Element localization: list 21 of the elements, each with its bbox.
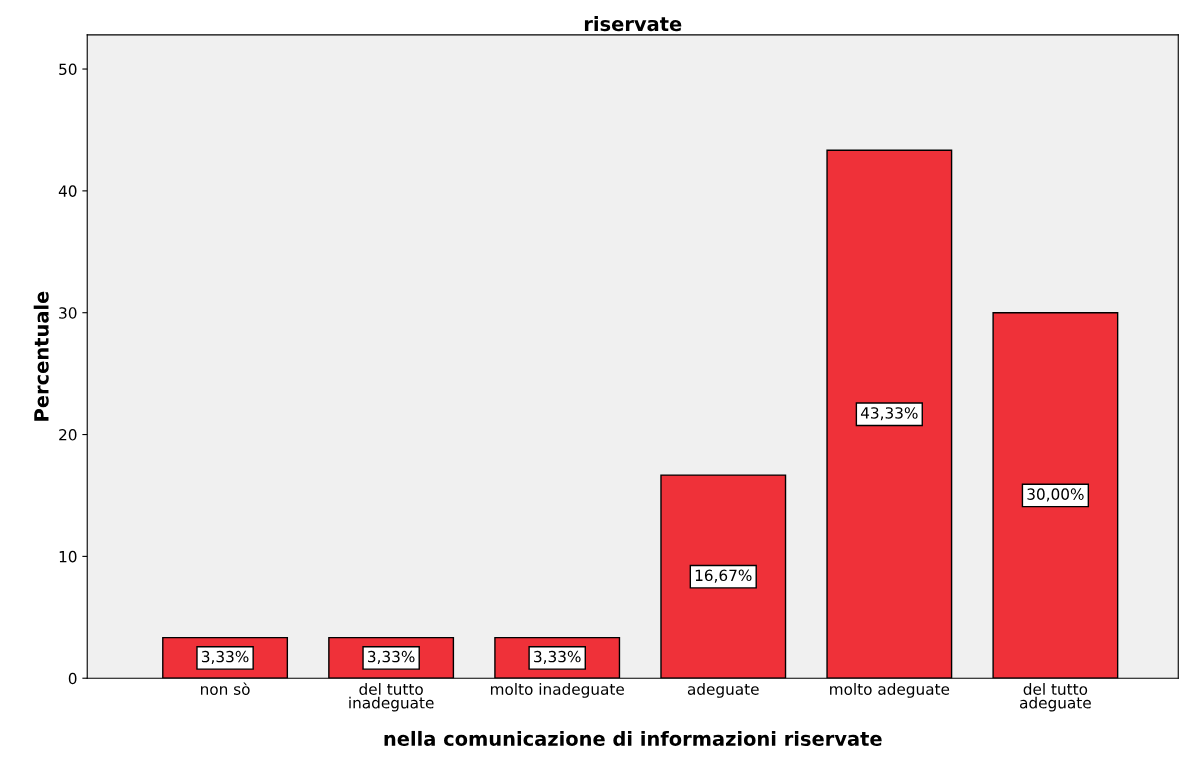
- y-tick-label: 30: [59, 307, 77, 319]
- data-label: 3,33%: [534, 650, 581, 664]
- data-label: 16,67%: [695, 569, 752, 583]
- x-tick-label: del tutto adeguate: [1020, 683, 1091, 712]
- data-label: 3,33%: [368, 650, 415, 664]
- y-axis-title: Percentuale: [33, 291, 49, 421]
- x-axis-title: nella comunicazione di informazioni riservate: [384, 730, 882, 746]
- x-tick-label: molto adeguate: [830, 683, 950, 698]
- y-tick-label: 0: [68, 672, 77, 685]
- y-tick-label: 20: [59, 429, 77, 441]
- data-label: 30,00%: [1027, 488, 1084, 502]
- x-tick-label: del tutto inadeguate: [349, 683, 434, 712]
- chart-title: riservate: [584, 16, 682, 32]
- y-tick-label: 40: [58, 185, 77, 197]
- x-tick-label: adeguate: [687, 683, 759, 698]
- y-tick-label: 10: [59, 550, 77, 563]
- data-label: 43,33%: [860, 407, 918, 421]
- x-tick-label: molto inadeguate: [490, 683, 624, 698]
- data-label: 3,33%: [201, 650, 249, 664]
- x-tick-label: non sò: [201, 682, 250, 695]
- y-tick-label: 50: [59, 63, 77, 76]
